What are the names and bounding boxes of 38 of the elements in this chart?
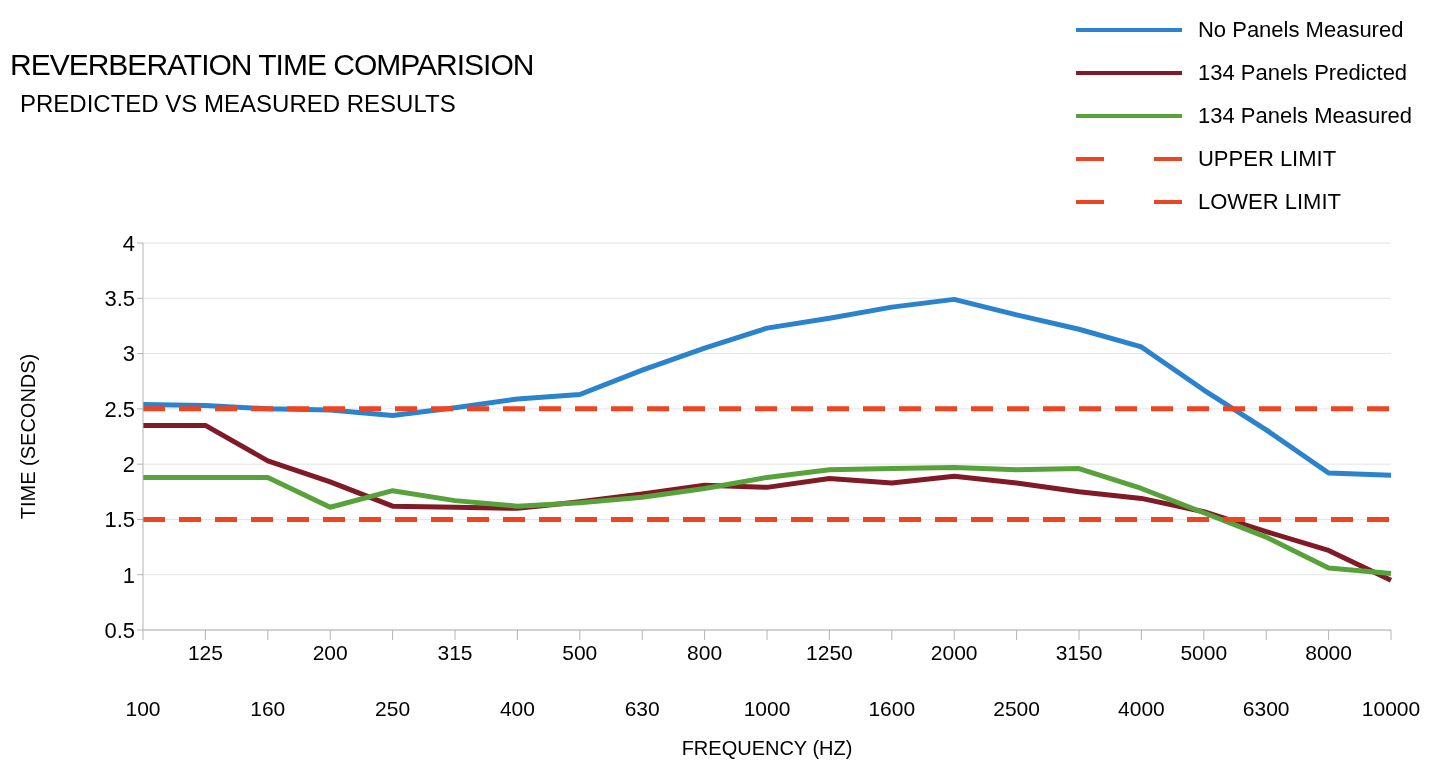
x-tick-label: 10000 (1361, 697, 1421, 720)
x-tick-label: 1600 (868, 697, 916, 720)
x-tick-label: 315 (437, 641, 473, 664)
x-tick-label: 4000 (1118, 697, 1165, 720)
x-tick-label: 2000 (930, 641, 978, 664)
chart-title: REVERBERATION TIME COMPARISION (10, 48, 534, 82)
x-axis-title: FREQUENCY (HZ) (681, 737, 853, 759)
x-tick-label: 6300 (1242, 697, 1290, 720)
x-tick-label: 125 (187, 641, 223, 664)
x-tick-label: 100 (125, 697, 161, 720)
y-tick-label: 0.5 (104, 617, 135, 643)
y-tick-label: 3 (122, 341, 135, 367)
x-tick-label: 160 (250, 697, 286, 720)
legend-label: LOWER LIMIT (1197, 188, 1341, 215)
y-tick-label: 2 (122, 451, 135, 477)
x-tick-label: 630 (624, 697, 660, 720)
x-tick-label: 8000 (1305, 641, 1352, 664)
x-tick-label: 5000 (1180, 641, 1228, 664)
legend-label: 134 Panels Measured (1197, 102, 1412, 129)
y-tick-label: 3.5 (104, 286, 135, 312)
legend-label: UPPER LIMIT (1197, 145, 1337, 172)
x-tick-label: 250 (375, 697, 411, 720)
y-tick-label: 2.5 (104, 396, 135, 422)
x-tick-label: 200 (312, 641, 348, 664)
x-tick-label: 1250 (806, 641, 853, 664)
x-tick-label: 3150 (1055, 641, 1103, 664)
y-tick-label: 1.5 (104, 507, 135, 533)
y-axis-title: TIME (SECONDS) (17, 353, 40, 520)
x-tick-label: 1000 (743, 697, 791, 720)
y-tick-label: 1 (122, 562, 135, 588)
y-tick-label: 4 (122, 230, 135, 256)
x-tick-label: 800 (687, 641, 723, 664)
x-tick-label: 500 (562, 641, 598, 664)
x-tick-label: 2500 (993, 697, 1040, 720)
chart-subtitle: PREDICTED VS MEASURED RESULTS (20, 90, 456, 118)
x-tick-label: 400 (499, 697, 535, 720)
legend-label: 134 Panels Predicted (1197, 59, 1408, 86)
legend-label: No Panels Measured (1197, 16, 1404, 43)
